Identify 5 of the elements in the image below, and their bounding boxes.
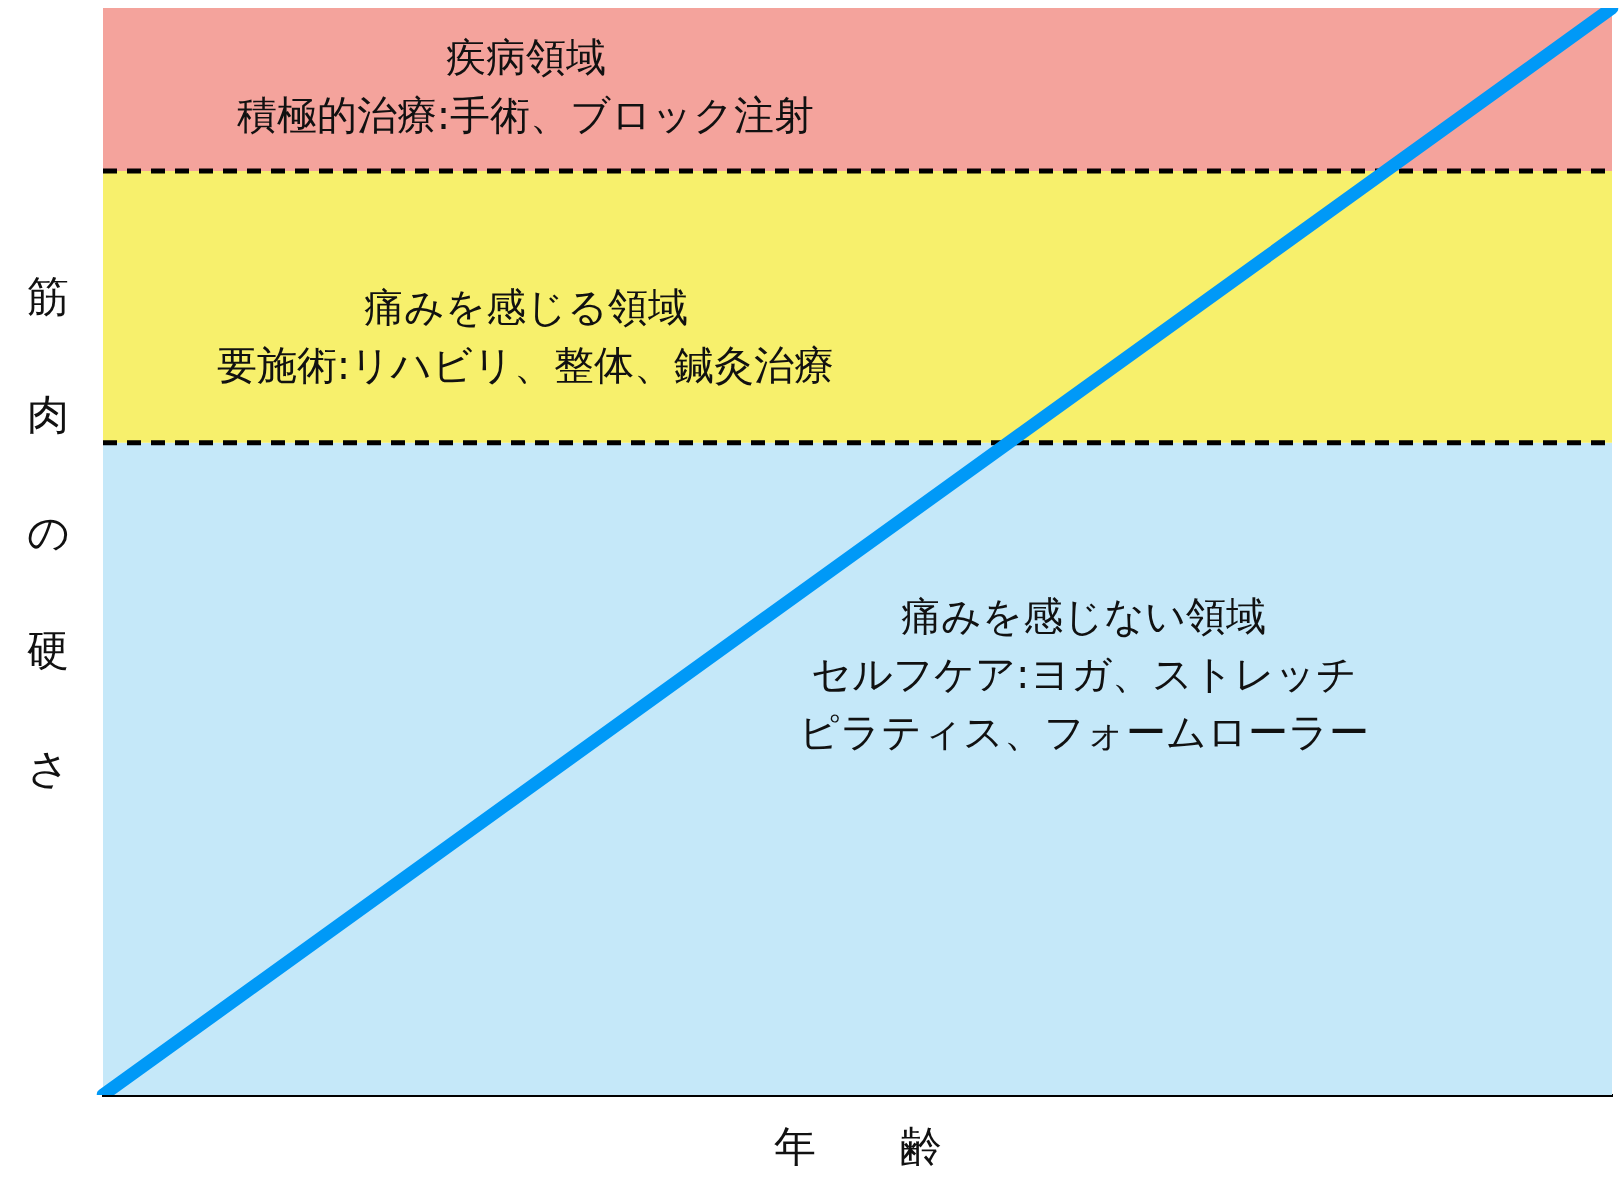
band-label: 痛みを感じる領域要施術:リハビリ、整体、鍼灸治療	[216, 283, 835, 388]
text: 筋肉の硬さ	[26, 272, 70, 794]
band-label: 疾病領域積極的治療:手術、ブロック注射	[236, 33, 815, 138]
x-axis-title: 年 齢	[773, 1121, 942, 1171]
band-label: 痛みを感じない領域セルフケア:ヨガ、ストレッチピラティス、フォームローラー	[798, 592, 1369, 755]
